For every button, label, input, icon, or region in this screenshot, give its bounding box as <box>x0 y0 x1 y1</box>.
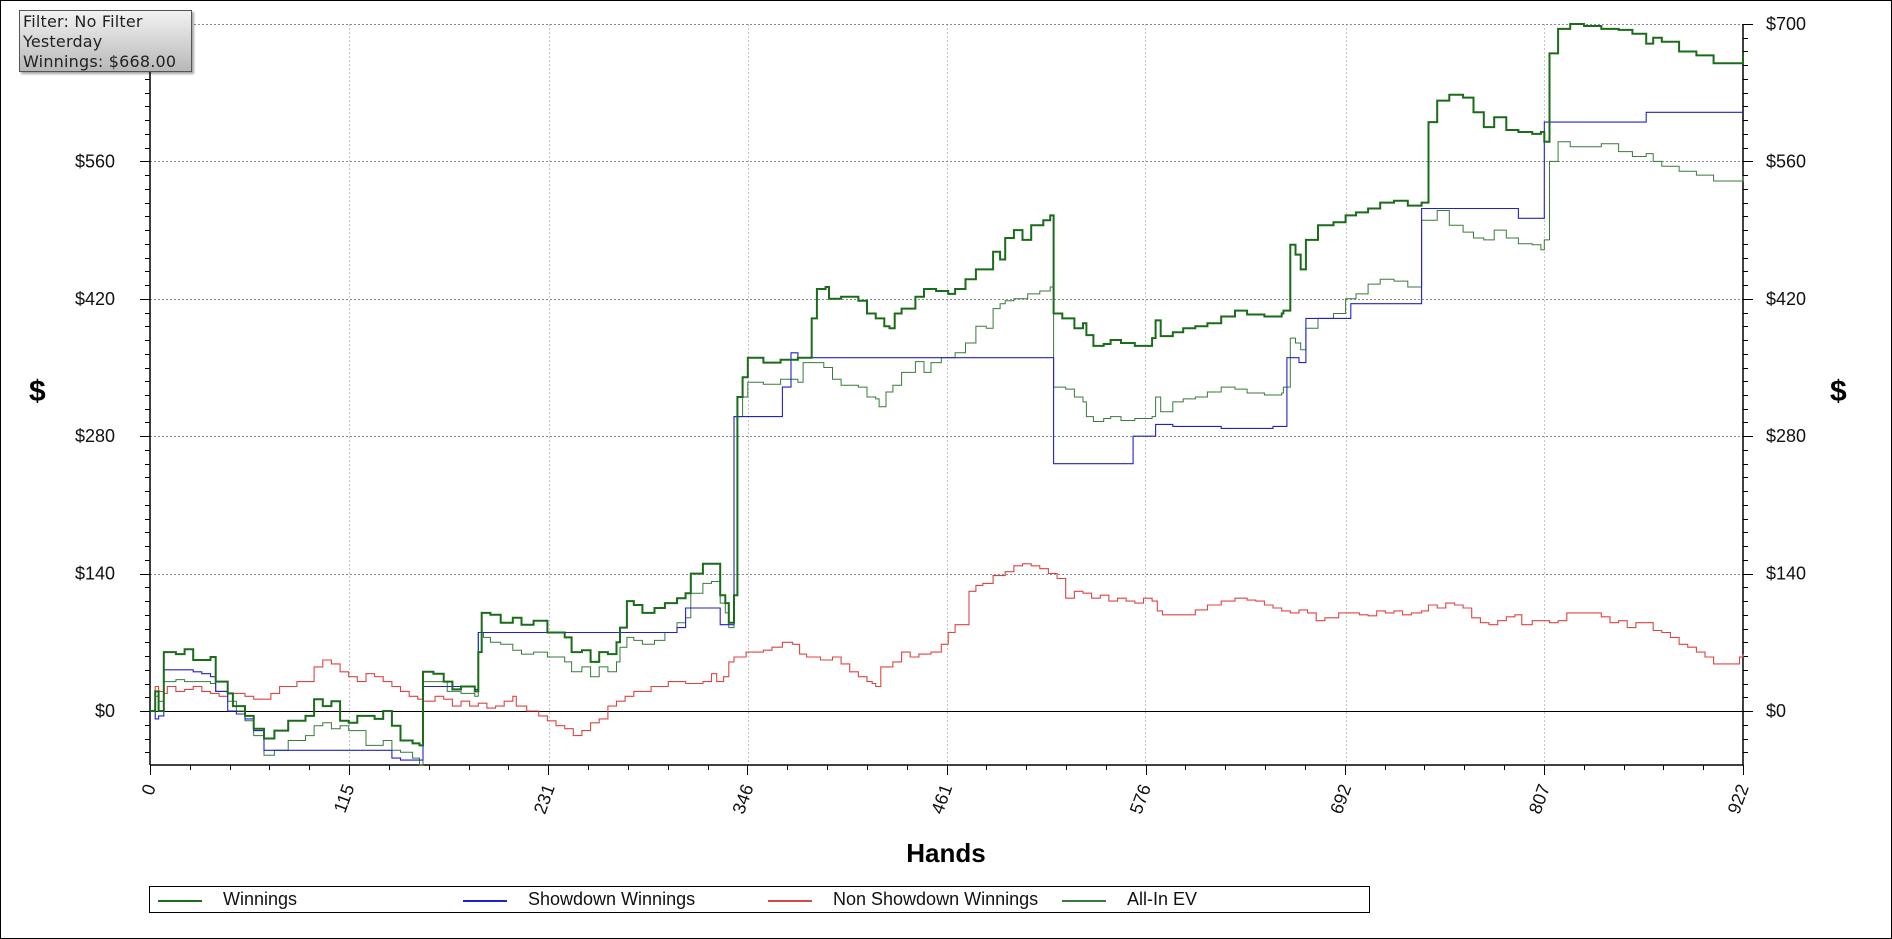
y-tick-label-left: $560 <box>75 151 115 171</box>
series-line-winnings <box>150 23 1744 747</box>
y-tick-label-left: $140 <box>75 564 115 584</box>
y-tick-label-right: $560 <box>1766 151 1806 171</box>
y-tick-label-right: $280 <box>1766 426 1806 446</box>
filter-info-box: Filter: No Filter Yesterday Winnings: $6… <box>19 10 192 72</box>
y-tick-label-right: $420 <box>1766 289 1806 309</box>
legend-swatch-all-in-ev <box>1062 900 1106 902</box>
legend-label-non-showdown-winnings: Non Showdown Winnings <box>833 889 1039 909</box>
y-tick-label-left: $0 <box>95 701 115 721</box>
x-tick-label: 115 <box>330 782 359 816</box>
legend-label-showdown-winnings: Showdown Winnings <box>528 889 696 909</box>
filter-label: Filter: No Filter <box>23 12 143 31</box>
y-axis-title-left: $ <box>29 375 46 408</box>
x-tick-label: 346 <box>728 782 757 817</box>
y-axis-title-right: $ <box>1830 375 1847 408</box>
legend-swatch-winnings <box>158 900 202 902</box>
legend-swatch-non-showdown-winnings <box>768 900 812 902</box>
date-range-label: Yesterday <box>23 32 103 51</box>
y-tick-label-right: $0 <box>1766 701 1786 721</box>
legend-label-winnings: Winnings <box>223 889 298 909</box>
x-tick-label: 692 <box>1326 782 1355 817</box>
x-axis-title: Hands <box>906 838 986 868</box>
legend: Winnings Showdown Winnings Non Showdown … <box>149 886 1370 913</box>
x-tick-label: 461 <box>927 782 956 817</box>
x-tick-label: 807 <box>1525 782 1554 817</box>
y-tick-label-left: $280 <box>75 426 115 446</box>
x-tick-label: 231 <box>530 782 559 817</box>
x-tick-label: 576 <box>1126 782 1155 817</box>
y-tick-label-left: $420 <box>75 289 115 309</box>
series-line-non-showdown-winnings <box>150 563 1744 737</box>
x-tick-label: 0 <box>138 782 160 798</box>
y-tick-label-right: $700 <box>1766 14 1806 34</box>
x-tick-label: 922 <box>1724 782 1753 817</box>
legend-swatch-showdown-winnings <box>463 900 507 902</box>
series-line-showdown-winnings <box>150 111 1743 761</box>
series-line-all-in-ev <box>150 141 1744 766</box>
winnings-total-label: Winnings: $668.00 <box>23 52 177 71</box>
legend-label-all-in-ev: All-In EV <box>1127 889 1198 909</box>
y-tick-label-right: $140 <box>1766 564 1806 584</box>
